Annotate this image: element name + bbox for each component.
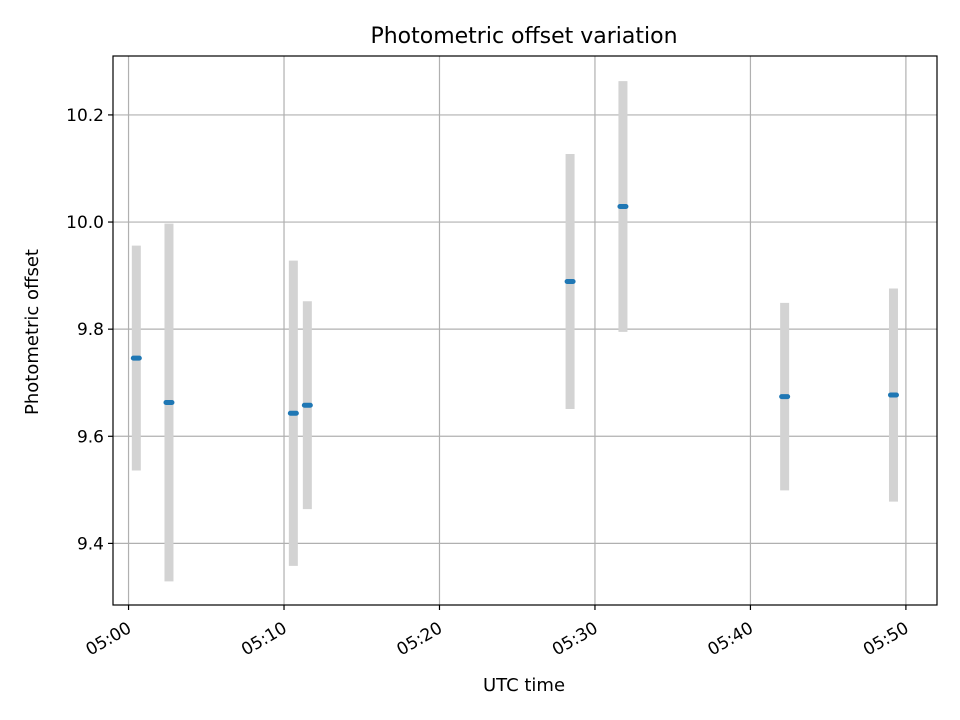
y-tick-label: 9.6: [77, 427, 104, 447]
data-point: [287, 410, 299, 416]
data-point: [617, 204, 629, 210]
data-point: [163, 400, 175, 406]
data-point: [130, 355, 142, 361]
y-axis-label: Photometric offset: [22, 249, 43, 415]
grid: [113, 56, 937, 605]
y-tick-label: 10.0: [66, 213, 104, 233]
data-markers: [130, 204, 899, 416]
y-tick-label: 10.2: [66, 106, 104, 126]
y-tick-label: 9.4: [77, 534, 104, 554]
data-point: [301, 402, 313, 408]
plot-area-frame: [112, 55, 938, 606]
data-point: [887, 392, 899, 398]
y-tick-label: 9.8: [77, 320, 104, 340]
data-point: [564, 278, 576, 284]
data-point: [779, 394, 791, 400]
chart-title: Photometric offset variation: [370, 24, 677, 49]
x-axis-label: UTC time: [483, 675, 565, 696]
